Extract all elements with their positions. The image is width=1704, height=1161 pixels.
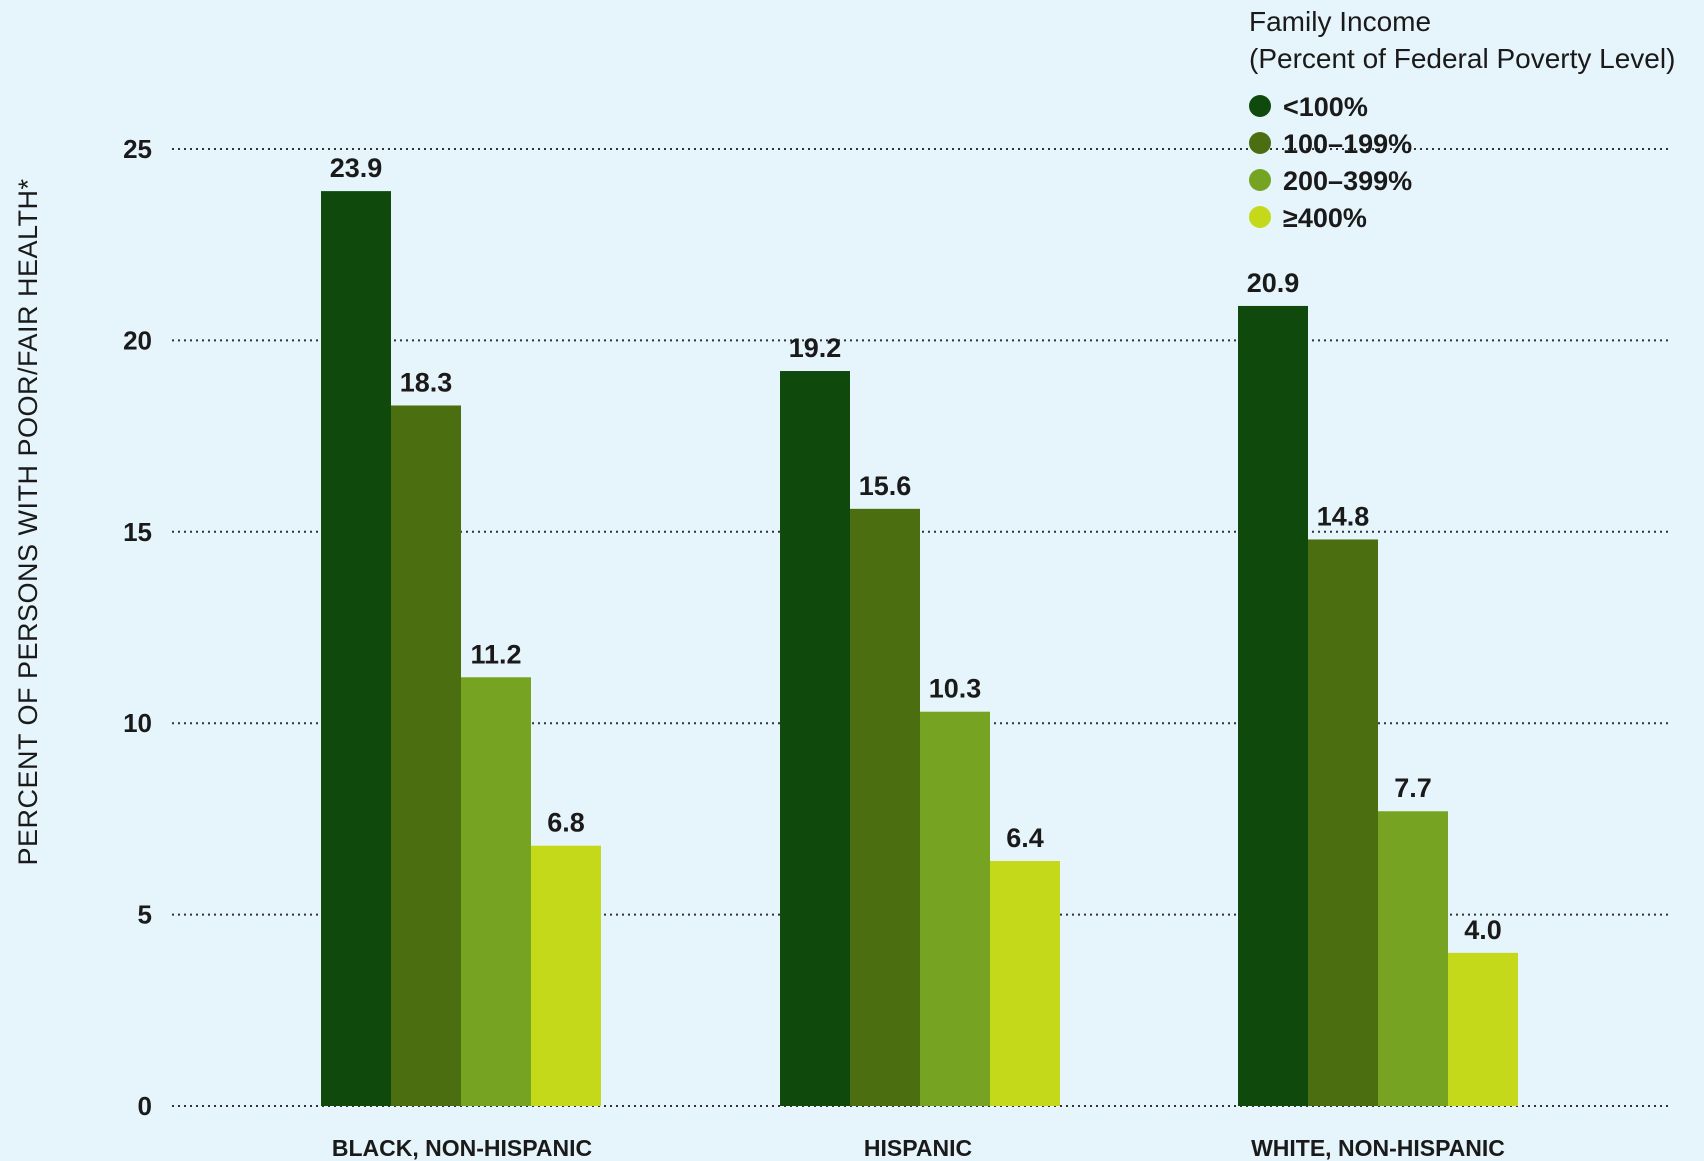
legend-swatch-1 [1249, 132, 1271, 154]
bar-value-label-0-3: 6.8 [547, 808, 585, 838]
bar-0-1 [391, 405, 461, 1106]
y-tick-label-10: 10 [123, 708, 152, 738]
bar-1-1 [850, 508, 920, 1106]
bar-value-label-1-1: 15.6 [859, 471, 912, 501]
bar-0-2 [461, 677, 531, 1106]
bar-0-0 [321, 191, 391, 1106]
bar-value-label-1-0: 19.2 [789, 333, 842, 363]
legend-label-0: <100% [1283, 92, 1368, 122]
bar-2-3 [1448, 952, 1518, 1106]
bar-value-label-2-2: 7.7 [1394, 773, 1432, 803]
value-labels: 23.9 18.3 11.2 6.8 19.2 15.6 10.3 6.4 20.9 14.8 7.… [330, 153, 1502, 945]
bar-2-2 [1378, 811, 1448, 1106]
x-category-label-1: HISPANIC [864, 1135, 972, 1161]
y-tick-label-5: 5 [138, 900, 152, 930]
y-tick-label-20: 20 [123, 325, 152, 355]
bar-1-0 [780, 371, 850, 1106]
legend-swatch-3 [1249, 206, 1271, 228]
bar-value-label-2-1: 14.8 [1317, 501, 1370, 531]
legend-label-2: 200–399% [1283, 166, 1412, 196]
bar-0-3 [531, 845, 601, 1106]
legend-swatch-2 [1249, 169, 1271, 191]
bar-value-label-0-2: 11.2 [470, 639, 521, 669]
bar-2-1 [1308, 539, 1378, 1106]
bar-1-3 [990, 861, 1060, 1106]
bar-value-label-0-1: 18.3 [400, 367, 453, 397]
bar-1-2 [920, 711, 990, 1106]
x-axis-categories: BLACK, NON-HISPANIC HISPANIC WHITE, NON-HI… [332, 1135, 1505, 1161]
bar-value-label-2-3: 4.0 [1464, 915, 1502, 945]
legend-label-3: ≥400% [1283, 203, 1367, 233]
bar-value-label-2-0: 20.9 [1247, 268, 1300, 298]
legend: Family Income (Percent of Federal Poverty… [1249, 6, 1675, 233]
y-axis-title: PERCENT OF PERSONS WITH POOR/FAIR HEALTH… [13, 178, 43, 865]
x-category-label-0: BLACK, NON-HISPANIC [332, 1135, 592, 1161]
y-axis-ticks: 0 5 10 15 20 25 [123, 134, 152, 1121]
bar-2-0 [1238, 305, 1308, 1106]
bars [321, 191, 1518, 1106]
legend-title-line-1: (Percent of Federal Poverty Level) [1249, 43, 1675, 74]
bar-value-label-1-2: 10.3 [929, 674, 982, 704]
bar-value-label-1-3: 6.4 [1006, 823, 1044, 853]
x-category-label-2: WHITE, NON-HISPANIC [1251, 1135, 1505, 1161]
bar-value-label-0-0: 23.9 [330, 153, 383, 183]
legend-label-1: 100–199% [1283, 129, 1412, 159]
legend-title-line-0: Family Income [1249, 6, 1431, 37]
y-tick-label-25: 25 [123, 134, 152, 164]
y-tick-label-0: 0 [138, 1091, 152, 1121]
legend-swatch-0 [1249, 95, 1271, 117]
y-tick-label-15: 15 [123, 517, 152, 547]
